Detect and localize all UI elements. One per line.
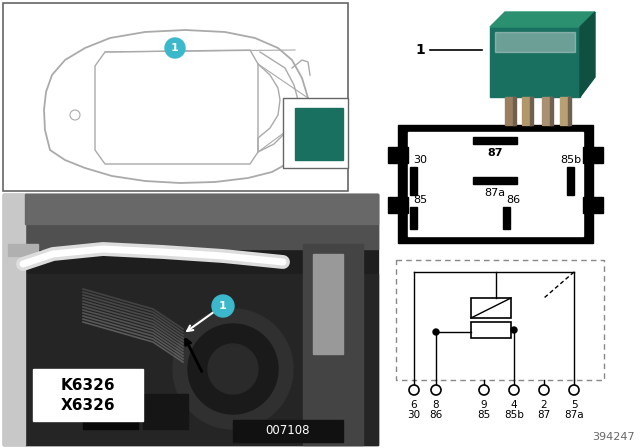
Circle shape (511, 327, 517, 333)
Bar (396, 260, 604, 380)
Circle shape (188, 324, 278, 414)
Bar (471, 298, 511, 318)
Text: 394247: 394247 (593, 432, 635, 442)
Bar (495, 32, 575, 52)
Bar (471, 322, 511, 338)
Bar (503, 207, 510, 229)
Text: 85b: 85b (561, 155, 582, 165)
Bar (25, 274, 378, 445)
Text: 86: 86 (506, 195, 520, 205)
Bar (505, 97, 515, 125)
Bar (33, 369, 143, 421)
Bar (3, 3, 348, 191)
Circle shape (433, 329, 439, 335)
Bar (3, 194, 378, 445)
Bar (83, 389, 138, 429)
Bar (522, 97, 532, 125)
Bar (473, 137, 517, 144)
Text: 5: 5 (571, 400, 577, 410)
Bar (303, 244, 363, 445)
Bar (283, 98, 348, 168)
Text: 87a: 87a (564, 410, 584, 420)
Bar (473, 177, 517, 184)
Text: 007108: 007108 (266, 425, 310, 438)
Bar (550, 97, 553, 125)
Bar (8, 244, 38, 256)
Bar (410, 167, 417, 195)
Text: 85: 85 (413, 195, 427, 205)
Circle shape (212, 295, 234, 317)
Bar (408, 132, 583, 236)
Text: 30: 30 (413, 155, 427, 165)
Bar (513, 97, 516, 125)
Text: 1: 1 (219, 301, 227, 311)
Text: 87: 87 (538, 410, 550, 420)
Text: 9: 9 (481, 400, 487, 410)
Text: 86: 86 (429, 410, 443, 420)
Circle shape (165, 38, 185, 58)
Circle shape (173, 309, 293, 429)
Bar (388, 147, 408, 163)
Text: 87: 87 (487, 148, 503, 158)
Bar (398, 125, 593, 243)
Bar (542, 97, 552, 125)
Text: K6326: K6326 (61, 379, 115, 393)
Text: 1: 1 (415, 43, 425, 57)
Bar (25, 194, 378, 249)
Bar (568, 97, 571, 125)
Circle shape (208, 344, 258, 394)
Text: 1: 1 (171, 43, 179, 53)
Polygon shape (580, 12, 595, 97)
Text: 87a: 87a (484, 188, 506, 198)
Polygon shape (490, 12, 595, 27)
Bar (583, 197, 603, 213)
Bar (567, 167, 574, 195)
Bar (410, 207, 417, 229)
Text: 6: 6 (411, 400, 417, 410)
Bar (560, 97, 570, 125)
Bar (530, 97, 533, 125)
Text: X6326: X6326 (61, 399, 115, 414)
Bar (233, 420, 343, 442)
Text: 85b: 85b (504, 410, 524, 420)
Bar (490, 27, 580, 97)
Bar (3, 194, 25, 445)
Bar (583, 147, 603, 163)
Bar (313, 254, 343, 354)
Bar (25, 194, 378, 224)
Bar (388, 197, 408, 213)
Text: 30: 30 (408, 410, 420, 420)
Text: 2: 2 (541, 400, 547, 410)
Text: 85: 85 (477, 410, 491, 420)
Bar (143, 394, 188, 429)
Text: 8: 8 (433, 400, 439, 410)
Bar (295, 108, 343, 160)
Text: 4: 4 (511, 400, 517, 410)
